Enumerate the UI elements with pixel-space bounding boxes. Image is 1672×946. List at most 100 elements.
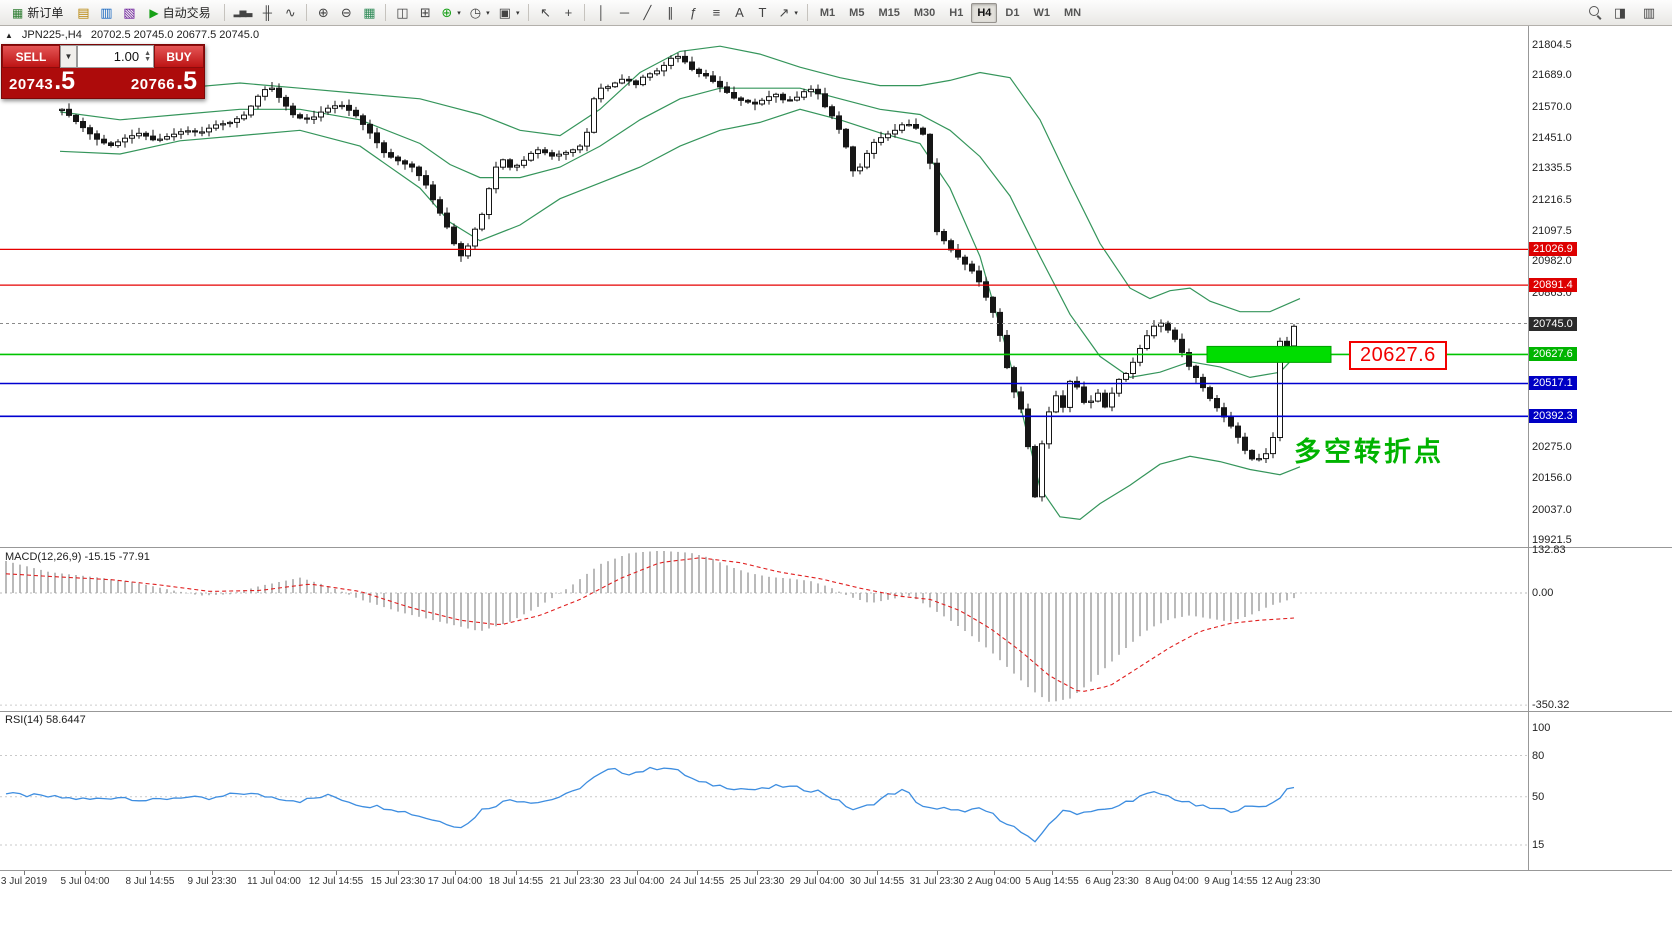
fibonacci-button[interactable]: ƒ — [682, 2, 704, 24]
toolbar-separator — [528, 4, 530, 21]
price-axis-tick: 20156.0 — [1532, 472, 1572, 484]
periods-button[interactable]: ◷ ▾ — [466, 2, 494, 24]
macd-axis-tick: 0.00 — [1532, 587, 1554, 599]
time-axis-label: 23 Jul 04:00 — [609, 876, 665, 887]
pane-separator[interactable] — [0, 711, 1672, 712]
price-line-label: 21026.9 — [1529, 242, 1577, 256]
timeframe-mn[interactable]: MN — [1063, 6, 1082, 19]
timeframe-h1[interactable]: H1 — [949, 6, 964, 19]
equidistant-channel-icon: ∥ — [667, 5, 674, 20]
order-type-dropdown[interactable]: ▼ — [60, 45, 77, 68]
auto-trading-button[interactable]: ▶ 自动交易 — [141, 2, 218, 24]
tile-windows-button[interactable]: ◫ — [391, 2, 413, 24]
rsi-axis-tick: 100 — [1532, 722, 1551, 734]
time-axis-label: 12 Jul 14:55 — [308, 876, 364, 887]
search-icon[interactable] — [1589, 6, 1602, 19]
time-axis-label: 8 Jul 14:55 — [125, 876, 175, 887]
bar-chart-icon: ▂▅▃ — [233, 7, 253, 17]
charts-layout-button[interactable]: ▤ — [72, 2, 94, 24]
crosshair-button[interactable]: + — [557, 2, 579, 24]
new-order-button[interactable]: ▦ 新订单 — [4, 2, 71, 24]
caret-down-icon: ▾ — [486, 9, 490, 17]
trendline-button[interactable]: ╱ — [636, 2, 658, 24]
zoom-in-button[interactable]: ⊕ — [312, 2, 334, 24]
tile-windows-icon: ◫ — [396, 5, 409, 20]
templates-button[interactable]: ▣ ▾ — [495, 2, 524, 24]
price-chart[interactable] — [0, 26, 1528, 547]
panel-toggle-button[interactable]: ▥ — [1642, 4, 1656, 20]
data-window-icon: ▧ — [123, 5, 136, 20]
bollinger-middle — [59, 87, 1301, 379]
auto-scroll-button[interactable]: ▦ — [358, 2, 380, 24]
bar-chart-button[interactable]: ▂▅▃ — [230, 2, 256, 24]
text-icon: A — [735, 5, 744, 20]
rsi-indicator-chart[interactable] — [0, 712, 1528, 870]
timeframe-w1[interactable]: W1 — [1033, 6, 1050, 19]
time-axis-tick — [937, 871, 938, 875]
time-axis-label: 18 Jul 14:55 — [488, 876, 544, 887]
time-axis-tick — [577, 871, 578, 875]
horizontal-line-button[interactable]: ─ — [613, 2, 635, 24]
timeframe-d1[interactable]: D1 — [1005, 6, 1020, 19]
timeframe-h4[interactable]: H4 — [971, 2, 998, 23]
horizontal-line-icon: ─ — [619, 5, 630, 20]
market-watch-button[interactable]: ▥ — [95, 2, 117, 24]
cascade-windows-button[interactable]: ⊞ — [414, 2, 436, 24]
indicators-button[interactable]: ⊕ ▾ — [437, 2, 464, 24]
volume-field[interactable]: 1.00 ▲ ▼ — [77, 45, 154, 68]
line-chart-button[interactable]: ∿ — [279, 2, 301, 24]
sell-button[interactable]: SELL — [2, 45, 60, 68]
chart-collapse-icon[interactable]: ▲ — [5, 30, 13, 40]
time-axis-label: 5 Aug 14:55 — [1025, 876, 1079, 887]
time-axis-tick — [212, 871, 213, 875]
rsi-label: RSI(14) 58.6447 — [5, 714, 86, 726]
time-axis-tick — [398, 871, 399, 875]
cascade-windows-icon: ⊞ — [419, 5, 431, 20]
trendline-icon: ╱ — [643, 5, 652, 20]
arrows-icon: ↗ — [778, 5, 790, 20]
shapes-button[interactable]: ≡ — [705, 2, 727, 24]
data-window-button[interactable]: ▧ — [118, 2, 140, 24]
templates-icon: ▣ — [498, 5, 511, 20]
macd-indicator-chart[interactable] — [0, 548, 1528, 711]
time-axis-tick — [757, 871, 758, 875]
timeframe-m5[interactable]: M5 — [849, 6, 865, 19]
rsi-axis-tick: 15 — [1532, 839, 1545, 851]
market-watch-icon: ▥ — [100, 5, 113, 20]
timeframe-m15[interactable]: M15 — [878, 6, 900, 19]
time-axis-label: 12 Aug 23:30 — [1261, 876, 1321, 887]
candlestick-chart-button[interactable]: ╫ — [256, 2, 278, 24]
caret-down-icon: ▾ — [794, 9, 798, 17]
time-axis-tick — [637, 871, 638, 875]
timeframe-m30[interactable]: M30 — [913, 6, 936, 19]
price-axis-tick: 21216.5 — [1532, 194, 1572, 206]
vertical-line-button[interactable]: │ — [590, 2, 612, 24]
vertical-line-icon: │ — [597, 5, 606, 20]
buy-button[interactable]: BUY — [154, 45, 204, 68]
rsi-axis-tick: 80 — [1532, 750, 1545, 762]
sell-price[interactable]: 20743.5 — [9, 67, 76, 95]
text-button[interactable]: A — [728, 2, 750, 24]
buy-price[interactable]: 20766.5 — [130, 67, 197, 95]
timeframe-group: M1 M5 M15 M30 H1 H4 D1 W1 MN — [813, 2, 1088, 23]
price-axis-tick: 21689.0 — [1532, 69, 1572, 81]
time-axis-tick — [516, 871, 517, 875]
pane-separator[interactable] — [0, 547, 1672, 548]
zoom-out-button[interactable]: ⊖ — [335, 2, 357, 24]
price-axis-tick: 21804.5 — [1532, 39, 1572, 51]
timeframe-m1[interactable]: M1 — [819, 6, 836, 19]
rsi-axis-tick: 50 — [1532, 791, 1545, 803]
macd-label: MACD(12,26,9) -15.15 -77.91 — [5, 551, 150, 563]
toolbar-separator — [584, 4, 586, 21]
equidistant-channel-button[interactable]: ∥ — [659, 2, 681, 24]
arrows-button[interactable]: ↗ ▾ — [774, 2, 801, 24]
indicators-icon: ⊕ — [441, 5, 453, 20]
candlestick-chart-icon: ╫ — [262, 5, 272, 20]
price-callout-box[interactable]: 20627.6 — [1349, 341, 1447, 370]
shapes-icon: ≡ — [712, 5, 721, 20]
charts-layout-icon: ▤ — [77, 5, 90, 20]
volume-stepper[interactable]: ▲ ▼ — [144, 50, 151, 63]
text-label-button[interactable]: T — [751, 2, 773, 24]
chart-window-toggle-button[interactable]: ◨ — [1613, 4, 1627, 20]
cursor-button[interactable]: ↖ — [534, 2, 556, 24]
